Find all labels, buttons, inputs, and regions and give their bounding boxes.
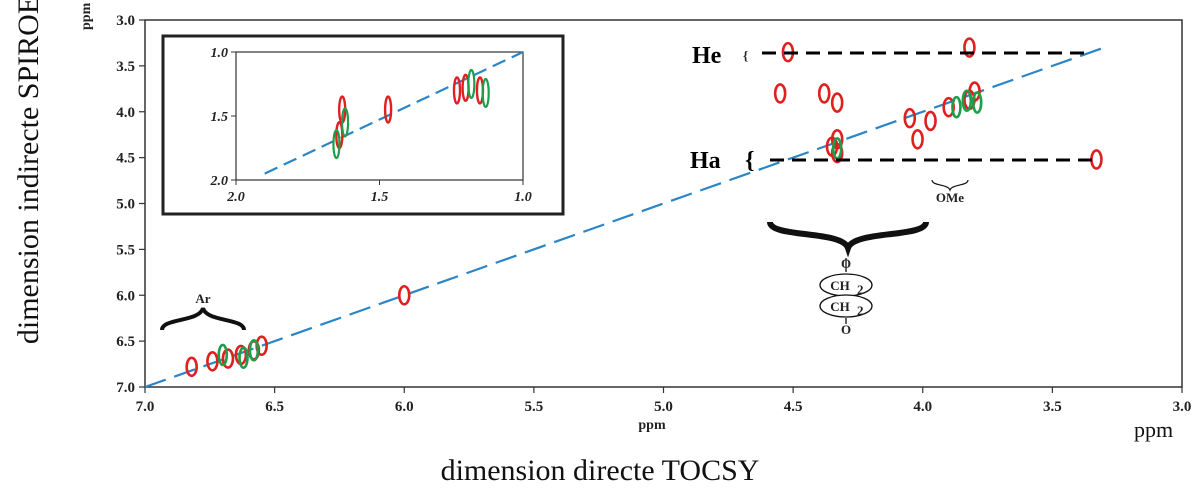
ch2-structure: O CH 2 CH 2 O	[819, 256, 873, 337]
x-tick-label: 4.0	[913, 399, 932, 415]
x-tick-label: 7.0	[136, 399, 155, 415]
inset-green-peak	[481, 77, 490, 109]
red-peak	[221, 348, 235, 369]
y-tick-label: 4.0	[116, 105, 135, 121]
red-peak	[773, 83, 787, 104]
inset-x-tick-label: 1.0	[514, 190, 532, 205]
red-peak	[397, 284, 411, 306]
o-top: O	[841, 256, 851, 271]
x-axis-unit: ppm	[638, 418, 666, 433]
ch2-top-sub: 2	[857, 282, 864, 297]
red-peak	[1090, 149, 1103, 170]
inset-red-peak	[383, 95, 393, 124]
inset-y-tick-label: 2.0	[210, 174, 229, 189]
x-tick-label: 5.0	[654, 399, 673, 415]
he-label: He	[692, 43, 722, 69]
x-tick-label: 3.0	[1173, 399, 1192, 415]
ch2-ellipse-bottom	[819, 294, 873, 318]
red-peak	[185, 356, 198, 378]
red-peak	[830, 92, 844, 113]
y-corner-unit: ppm	[79, 2, 94, 30]
x-axis-title: dimension directe TOCSY	[441, 454, 760, 487]
o-bottom: O	[841, 322, 851, 337]
x-tick-label: 6.5	[265, 399, 284, 415]
ch2-bottom-sub: 2	[857, 303, 864, 318]
y-tick-label: 6.0	[116, 288, 135, 304]
green-peak	[831, 137, 843, 160]
red-peak	[911, 128, 924, 150]
ch2-brace	[767, 220, 929, 258]
y-tick-label: 5.5	[116, 242, 135, 258]
red-peak	[924, 110, 937, 132]
x-tick-label: 6.0	[395, 399, 414, 415]
y-tick-label: 6.5	[116, 334, 135, 350]
inset-y-tick-label: 1.5	[211, 110, 229, 125]
green-peak	[238, 346, 249, 369]
inset-green-peak	[467, 68, 476, 100]
red-peak	[830, 128, 844, 150]
inset-x-tick-label: 2.0	[226, 190, 245, 205]
red-peak	[817, 83, 831, 104]
red-peak	[903, 107, 917, 129]
he-brace: {	[743, 48, 748, 63]
y-tick-label: 7.0	[116, 380, 135, 396]
x-tick-label: 5.5	[525, 399, 544, 415]
x-corner-unit: ppm	[1134, 417, 1173, 442]
red-peak	[963, 37, 976, 58]
y-axis-title-text: dimension indirecte SPIROE	[12, 0, 45, 344]
ar-brace	[160, 307, 246, 331]
green-peak	[951, 95, 962, 119]
ar-label: Ar	[195, 291, 210, 306]
ch2-top-text: CH	[830, 278, 850, 293]
inset-red-peak	[452, 76, 462, 105]
green-peak	[217, 343, 229, 367]
red-peak	[206, 351, 219, 372]
y-tick-label: 4.5	[116, 151, 135, 167]
green-peak	[961, 89, 973, 113]
ha-brace: {	[745, 148, 754, 174]
green-peak	[248, 338, 260, 362]
x-tick-label: 4.5	[784, 399, 803, 415]
inset-x-tick-label: 1.5	[371, 190, 389, 205]
y-tick-label: 3.0	[116, 13, 135, 29]
x-tick-label: 3.5	[1043, 399, 1062, 415]
inset-diagonal-line	[264, 51, 524, 175]
inset-green-peak	[332, 129, 341, 160]
ha-label: Ha	[690, 148, 721, 174]
ome-label: OMe	[936, 190, 964, 205]
inset-y-tick-label: 1.0	[211, 46, 229, 61]
ch2-bottom-text: CH	[830, 299, 850, 314]
green-peak	[971, 91, 983, 114]
ome-brace	[931, 179, 969, 192]
y-tick-label: 3.5	[116, 59, 135, 75]
y-axis-title: dimension indirecte SPIROE	[12, 0, 45, 344]
red-peak	[830, 142, 844, 164]
inset-green-peak	[340, 107, 350, 138]
y-tick-label: 5.0	[116, 197, 135, 213]
